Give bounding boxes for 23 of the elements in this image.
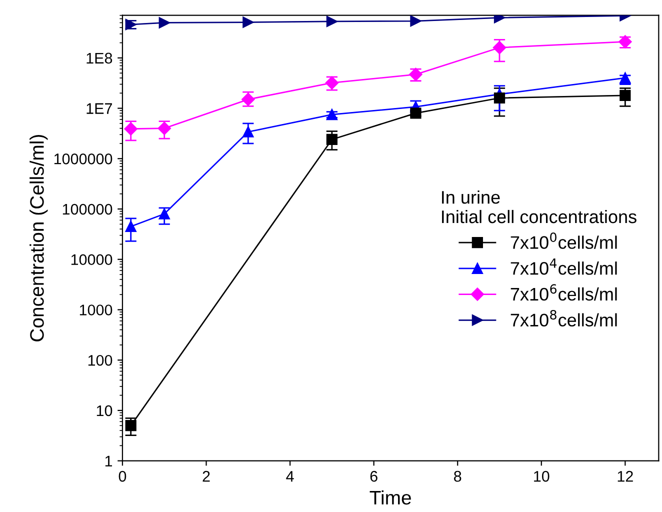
x-tick-label: 12 xyxy=(618,470,633,482)
x-tick-label: 0 xyxy=(118,470,126,482)
x-tick-label: 2 xyxy=(202,470,210,482)
y-axis-title: Concentration (Cells/ml) xyxy=(30,135,48,342)
x-tick-label: 4 xyxy=(286,471,294,482)
y-tick-label: 100 xyxy=(88,354,112,366)
legend-label: 7x10$^{0}$cells/ml xyxy=(510,232,617,249)
y-tick-label: 10000 xyxy=(71,254,112,266)
x-tick-label: 8 xyxy=(454,470,462,482)
y-tick-label: 1000 xyxy=(80,304,112,316)
x-axis-title: Time xyxy=(370,490,411,505)
legend-label: 7x10$^{4}$cells/ml xyxy=(510,258,617,275)
y-tick-label: 1E8 xyxy=(86,52,112,64)
x-tick-label: 10 xyxy=(534,470,550,482)
x-tick-label: 6 xyxy=(370,470,378,482)
y-tick-label: 10 xyxy=(96,405,112,416)
legend-label: 7x10$^{6}$cells/ml xyxy=(510,284,617,301)
legend-label: 7x10$^{8}$cells/ml xyxy=(510,310,617,326)
legend-title: In urine Initial cell concentrations xyxy=(442,190,636,224)
y-tick-label: 1 xyxy=(105,456,112,466)
y-tick-label: 1000000 xyxy=(54,154,112,164)
y-tick-label: 1E7 xyxy=(86,103,112,114)
y-tick-label: 100000 xyxy=(62,204,112,215)
